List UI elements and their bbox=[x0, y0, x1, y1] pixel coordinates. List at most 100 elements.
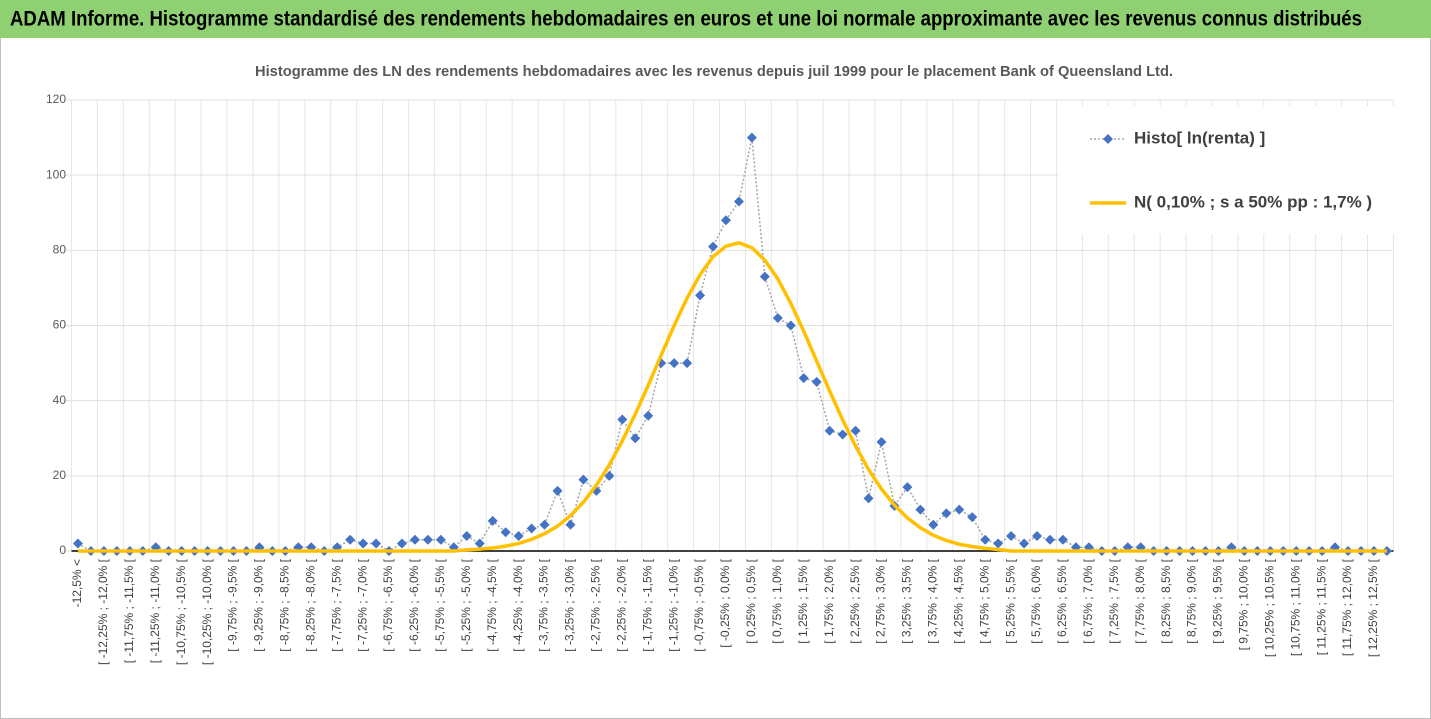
x-tick-label: [ -2,25% ; -2,0% [ bbox=[614, 558, 628, 651]
data-point bbox=[461, 530, 472, 541]
data-point bbox=[785, 320, 796, 331]
data-point bbox=[850, 425, 861, 436]
data-point bbox=[409, 534, 420, 545]
x-tick-label: [ -9,25% ; -9,0% [ bbox=[252, 558, 266, 651]
data-point bbox=[500, 527, 511, 538]
data-point bbox=[435, 534, 446, 545]
x-tick-label: [ 6,25% ; 6,5% [ bbox=[1055, 558, 1069, 643]
x-tick-label: [ 2,25% ; 2,5% [ bbox=[848, 558, 862, 643]
x-tick-label: [ -11,75% ; -11,5% [ bbox=[122, 558, 136, 663]
chart-title: Histogramme des LN des rendements hebdom… bbox=[255, 63, 1173, 80]
data-point bbox=[682, 358, 693, 369]
x-tick-label: [ 11,25% ; 11,5% [ bbox=[1314, 558, 1328, 655]
x-tick-label: [ -10,25% ; -10,0% [ bbox=[200, 558, 214, 665]
data-point bbox=[954, 504, 965, 515]
x-tick-label: [ 5,25% ; 5,5% [ bbox=[1003, 558, 1017, 643]
data-point bbox=[759, 271, 770, 282]
legend-box bbox=[1058, 106, 1394, 234]
data-point bbox=[552, 485, 563, 496]
x-tick-label: [ -3,75% ; -3,5% [ bbox=[537, 558, 551, 651]
data-point bbox=[824, 425, 835, 436]
y-tick-label: 120 bbox=[46, 92, 66, 106]
data-point bbox=[565, 519, 576, 530]
data-point bbox=[772, 312, 783, 323]
data-point bbox=[604, 470, 615, 481]
x-tick-label: [ 8,25% ; 8,5% [ bbox=[1159, 558, 1173, 643]
x-tick-label: [ 4,25% ; 4,5% [ bbox=[951, 558, 965, 643]
legend-label: Histo[ ln(renta) ] bbox=[1134, 128, 1265, 147]
x-tick-label: [ 10,75% ; 11,0% [ bbox=[1288, 558, 1302, 656]
x-tick-label: [ -4,25% ; -4,0% [ bbox=[511, 558, 525, 651]
y-tick-label: 40 bbox=[53, 393, 67, 407]
x-tick-label: [ -12,25% ; -12,0% [ bbox=[96, 558, 110, 665]
x-tick-label: [ -3,25% ; -3,0% [ bbox=[563, 558, 577, 651]
x-tick-label: [ -10,75% ; -10,5% [ bbox=[174, 558, 188, 665]
data-point bbox=[345, 534, 356, 545]
data-point bbox=[513, 530, 524, 541]
x-tick-label: [ -5,75% ; -5,5% [ bbox=[433, 558, 447, 651]
data-point bbox=[695, 290, 706, 301]
x-tick-label: [ 7,75% ; 8,0% [ bbox=[1133, 558, 1147, 643]
banner bbox=[0, 0, 1431, 38]
page-title: ADAM Informe. Histogramme standardisé de… bbox=[10, 8, 1362, 31]
x-tick-label: [ 11,75% ; 12,0% [ bbox=[1340, 558, 1354, 656]
data-point bbox=[487, 515, 498, 526]
data-point bbox=[630, 433, 641, 444]
data-point bbox=[876, 437, 887, 448]
data-point bbox=[371, 538, 382, 549]
data-point bbox=[1019, 538, 1030, 549]
x-tick-label: [ -5,25% ; -5,0% [ bbox=[459, 558, 473, 651]
x-tick-label: [ 3,25% ; 3,5% [ bbox=[900, 558, 914, 643]
data-point bbox=[837, 429, 848, 440]
data-point bbox=[396, 538, 407, 549]
data-point bbox=[422, 534, 433, 545]
data-point bbox=[811, 376, 822, 387]
x-tick-label: [ -9,75% ; -9,5% [ bbox=[226, 558, 240, 651]
x-tick-label: [ -2,75% ; -2,5% [ bbox=[589, 558, 603, 651]
x-tick-label: [ 1,25% ; 1,5% [ bbox=[796, 558, 810, 643]
data-point bbox=[733, 196, 744, 207]
data-point bbox=[578, 474, 589, 485]
x-tick-label: [ -0,25% ; 0,0% [ bbox=[718, 558, 732, 647]
x-tick-label: [ -11,25% ; -11,0% [ bbox=[148, 558, 162, 663]
x-tick-label: [ 0,25% ; 0,5% [ bbox=[744, 558, 758, 643]
data-point bbox=[1044, 534, 1055, 545]
x-tick-label: [ 3,75% ; 4,0% [ bbox=[926, 558, 940, 643]
x-tick-label: [ -1,75% ; -1,5% [ bbox=[640, 558, 654, 651]
data-point bbox=[72, 538, 83, 549]
x-tick-label: [ 9,25% ; 9,5% [ bbox=[1211, 558, 1225, 643]
x-tick-label: [ -7,75% ; -7,5% [ bbox=[329, 558, 343, 651]
x-tick-label: [ -8,75% ; -8,5% [ bbox=[278, 558, 292, 651]
data-point bbox=[967, 512, 978, 523]
legend-label: N( 0,10% ; s a 50% pp : 1,7% ) bbox=[1134, 192, 1372, 211]
x-tick-label: [ 9,75% ; 10,0% [ bbox=[1237, 558, 1251, 650]
x-tick-label: [ -6,75% ; -6,5% [ bbox=[381, 558, 395, 651]
y-tick-label: 20 bbox=[53, 468, 67, 482]
x-tick-label: [ -4,75% ; -4,5% [ bbox=[485, 558, 499, 651]
x-tick-label: [ 12,25% ; 12,5% [ bbox=[1366, 558, 1380, 657]
x-tick-label: [ 1,75% ; 2,0% [ bbox=[822, 558, 836, 643]
data-point bbox=[617, 414, 628, 425]
x-tick-label: [ 5,75% ; 6,0% [ bbox=[1029, 558, 1043, 643]
data-point bbox=[1006, 530, 1017, 541]
y-tick-label: 100 bbox=[46, 167, 66, 181]
x-tick-label: [ 8,75% ; 9,0% [ bbox=[1185, 558, 1199, 643]
series-line bbox=[77, 241, 1387, 553]
data-point bbox=[526, 523, 537, 534]
x-tick-label: [ -1,25% ; -1,0% [ bbox=[666, 558, 680, 651]
x-tick-label: [ 2,75% ; 3,0% [ bbox=[874, 558, 888, 643]
x-tick-label: [ 7,25% ; 7,5% [ bbox=[1107, 558, 1121, 643]
x-tick-label: [ 6,75% ; 7,0% [ bbox=[1081, 558, 1095, 643]
data-point bbox=[993, 538, 1004, 549]
data-point bbox=[708, 241, 719, 252]
data-point bbox=[915, 504, 926, 515]
data-point bbox=[539, 519, 550, 530]
x-tick-label: [ -6,25% ; -6,0% [ bbox=[407, 558, 421, 651]
data-point bbox=[746, 132, 757, 143]
data-point bbox=[902, 482, 913, 493]
x-tick-label: [ 10,25% ; 10,5% [ bbox=[1262, 558, 1276, 657]
y-tick-label: 0 bbox=[59, 543, 66, 557]
data-point bbox=[358, 538, 369, 549]
data-point bbox=[928, 519, 939, 530]
